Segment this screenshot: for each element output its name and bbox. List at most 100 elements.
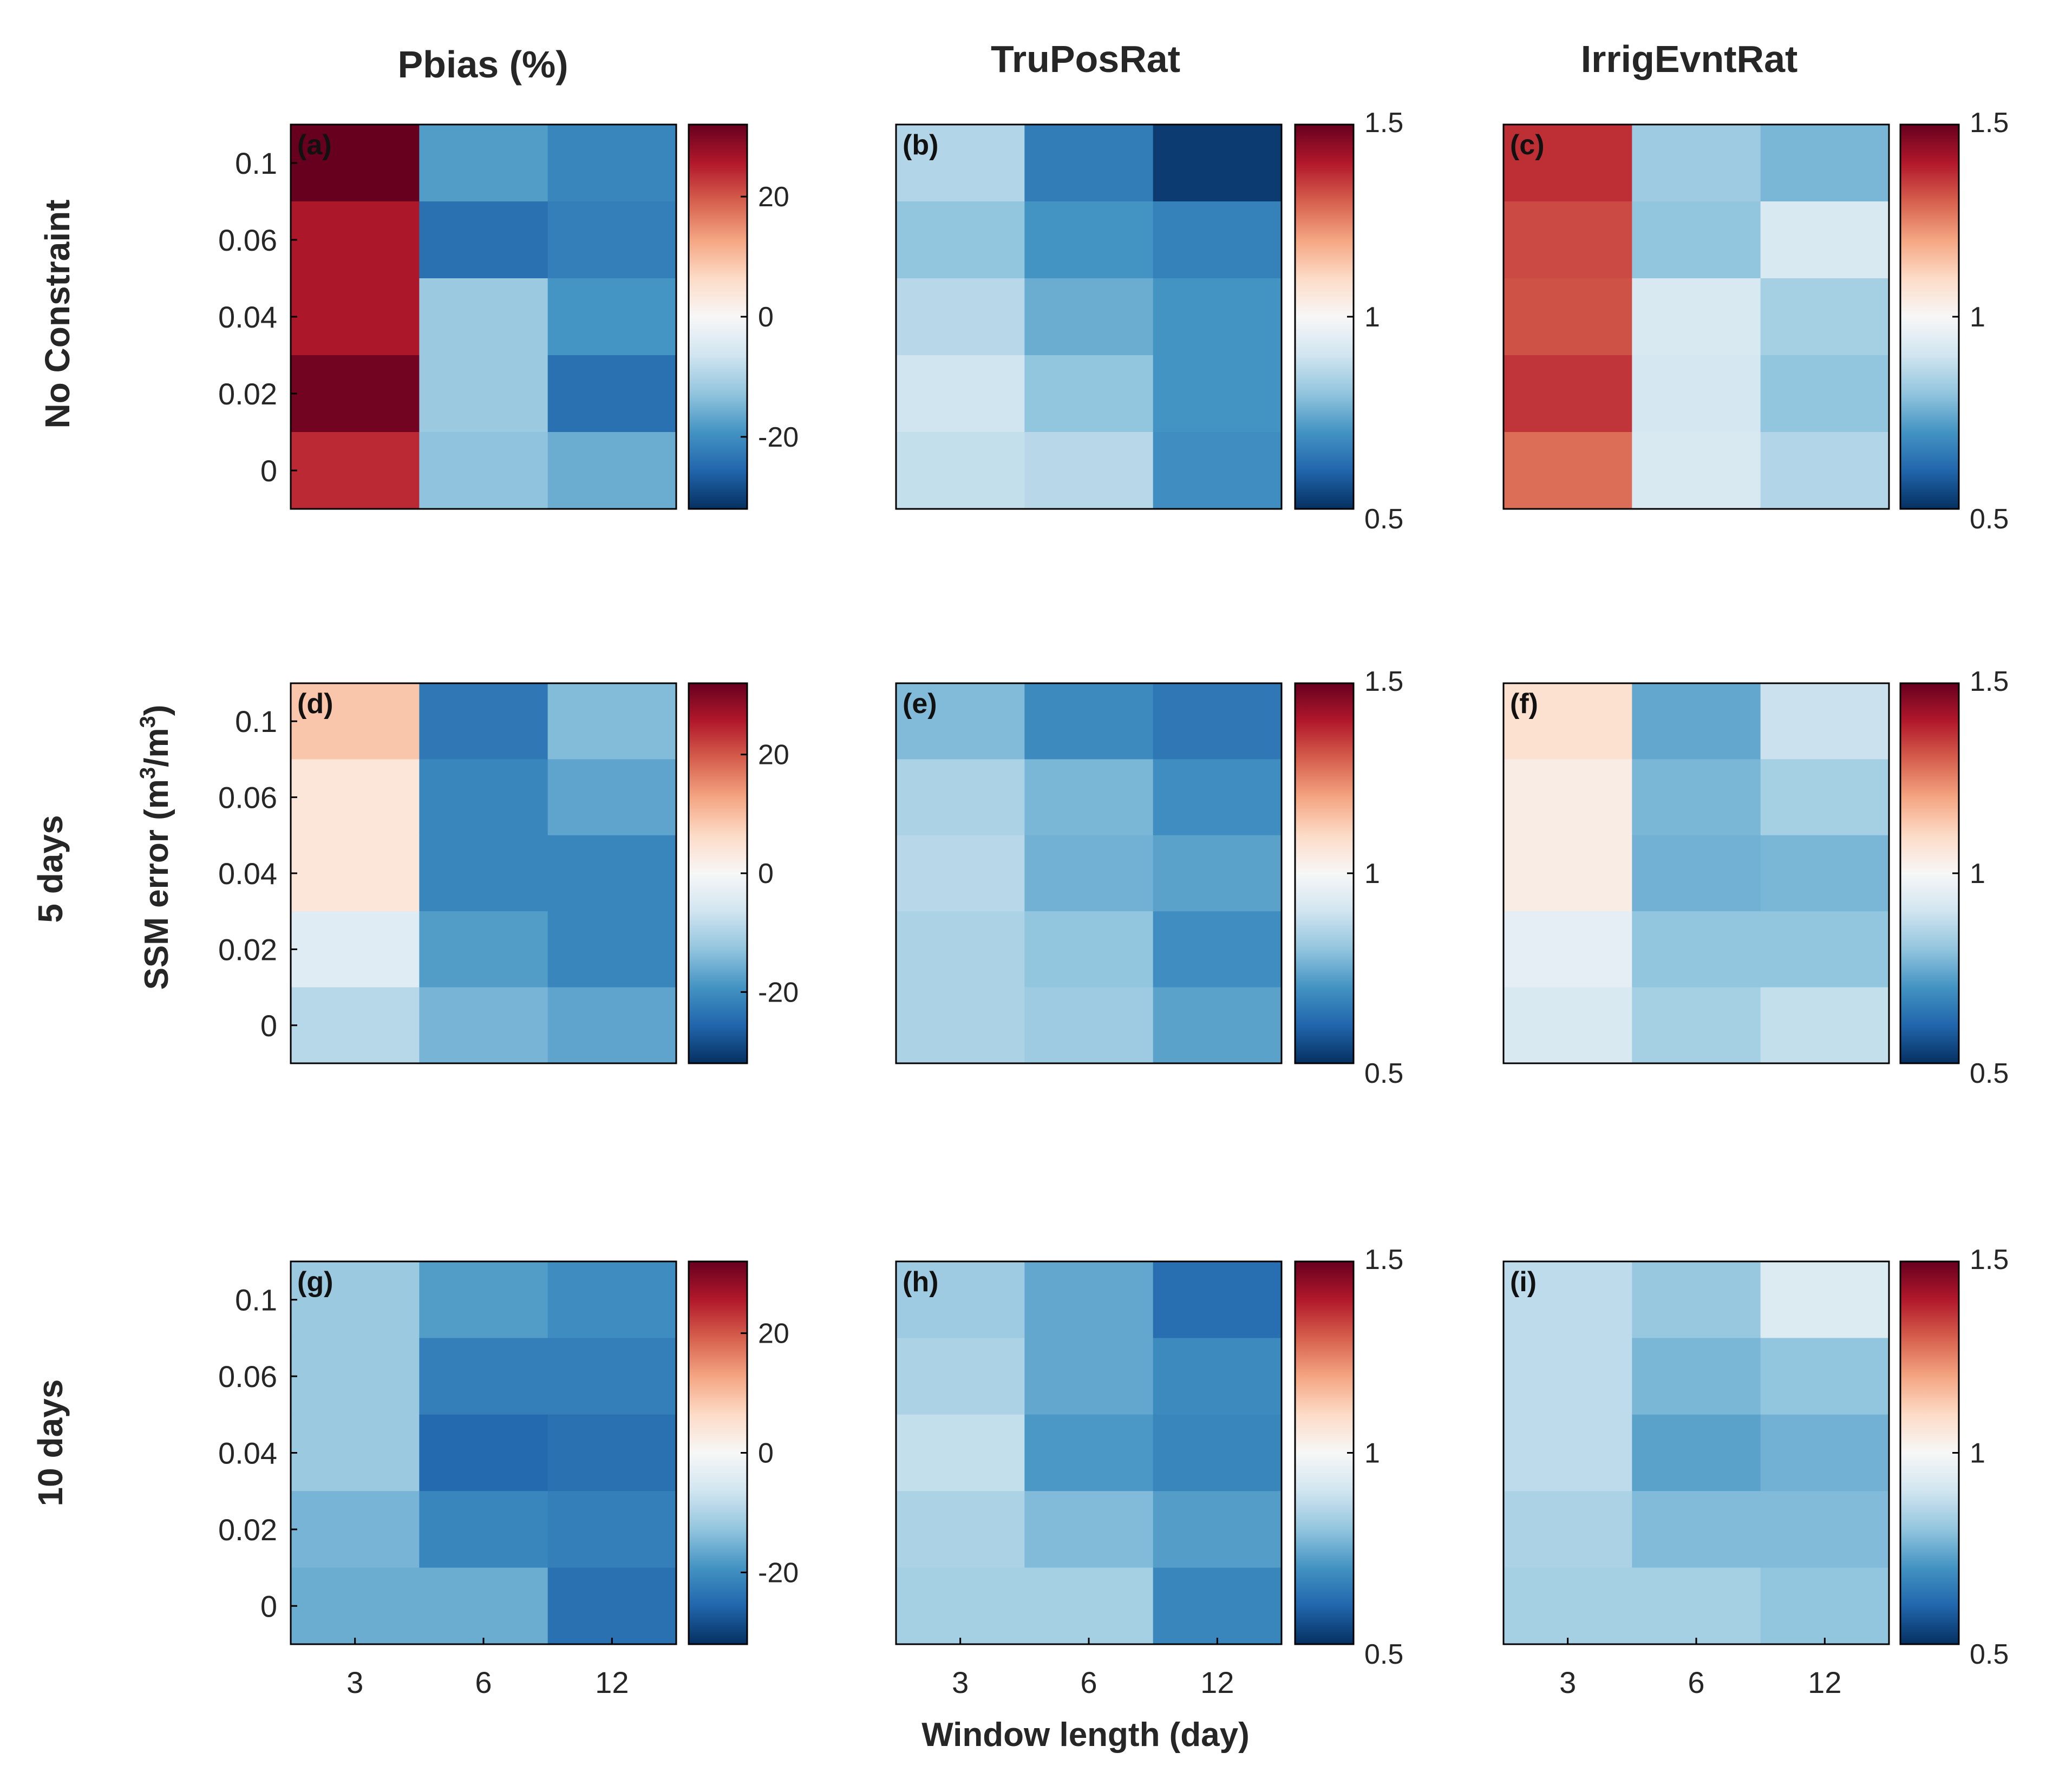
heatmap-cell <box>547 683 677 760</box>
y-tick-label: 0.1 <box>235 1283 277 1317</box>
column-title-irrigevntrat: IrrigEvntRat <box>1581 38 1798 80</box>
heatmap-cell <box>1504 1414 1632 1492</box>
colorbar: 0.5 1 1.5 <box>1294 666 1403 1089</box>
colorbar-tick-label: 0.5 <box>1364 503 1403 535</box>
x-tick-label: 6 <box>475 1665 492 1699</box>
heatmap-cell <box>1760 355 1890 433</box>
heatmap-cell <box>1024 432 1154 509</box>
x-tick-label: 6 <box>1688 1665 1704 1699</box>
heatmap-cell <box>1760 278 1890 356</box>
heatmap-cell <box>896 1567 1025 1645</box>
heatmap-cell <box>291 1491 420 1568</box>
x-tick-label: 12 <box>1200 1665 1234 1699</box>
heatmap-cell <box>1153 835 1282 912</box>
y-tick-label: 0.02 <box>218 377 277 411</box>
heatmap-cell <box>1024 1414 1154 1492</box>
column-title-truposrat: TruPosRat <box>991 38 1180 80</box>
column-title-pbias: Pbias (%) <box>397 43 568 86</box>
y-tick-label: 0 <box>260 1009 277 1043</box>
colorbar-tick-label: 20 <box>758 1318 789 1350</box>
colorbar-tick-label: 1 <box>1364 858 1380 890</box>
row-title-5-days: 5 days <box>31 815 70 923</box>
heatmap-cell <box>419 1261 548 1338</box>
heatmap-cell <box>1024 1261 1154 1338</box>
x-tick-label: 12 <box>595 1665 629 1699</box>
heatmap-cell <box>291 987 420 1064</box>
heatmap-cell <box>419 432 548 509</box>
heatmap-cell <box>1504 911 1632 988</box>
colorbar-tick-label: 1.5 <box>1970 666 2009 697</box>
heatmap-cell <box>1760 1338 1890 1415</box>
heatmap-cell <box>291 1414 420 1492</box>
heatmap-cell <box>291 911 420 988</box>
colorbar-gradient <box>1900 125 1959 509</box>
heatmap-cell <box>1632 201 1761 279</box>
heatmap-cell <box>291 759 420 836</box>
heatmap-cell <box>1760 987 1890 1064</box>
heatmap-cell <box>1632 1567 1761 1645</box>
heatmap-cell <box>1632 987 1761 1064</box>
heatmap-cell <box>547 1567 677 1645</box>
panel-label: (b) <box>903 129 938 161</box>
heatmap-cell <box>1024 759 1154 836</box>
heatmap-cell <box>1024 835 1154 912</box>
panel-f: (f) 0.5 1 1.5 <box>1502 666 2009 1089</box>
heatmap-cell <box>547 911 677 988</box>
panel-label: (h) <box>903 1266 938 1298</box>
heatmap-cell <box>1504 759 1632 836</box>
heatmap-cell <box>547 432 677 509</box>
x-tick-label: 3 <box>1559 1665 1576 1699</box>
colorbar-tick-label: 1 <box>1364 302 1380 333</box>
heatmap-cell <box>547 835 677 912</box>
x-axis-label: Window length (day) <box>921 1716 1250 1754</box>
colorbar-tick-label: 1.5 <box>1970 107 2009 139</box>
heatmap-cell <box>1632 355 1761 433</box>
heatmap-cell <box>1504 1491 1632 1568</box>
colorbar-tick-label: 20 <box>758 740 789 771</box>
panel-label: (e) <box>903 688 937 720</box>
heatmap-cell <box>1504 125 1632 202</box>
colorbar-tick-label: 1 <box>1970 302 1985 333</box>
colorbar-tick-label: 20 <box>758 181 789 213</box>
panel-label: (a) <box>297 129 332 161</box>
panel-label: (d) <box>297 688 333 720</box>
heatmap-cell <box>291 1567 420 1645</box>
colorbar-tick-label: -20 <box>758 1557 799 1588</box>
heatmap-cell <box>1760 1567 1890 1645</box>
heatmap-cell <box>1504 1567 1632 1645</box>
heatmap-cell <box>1760 911 1890 988</box>
heatmap-cell <box>291 125 420 202</box>
colorbar-tick-label: 1 <box>1364 1438 1380 1469</box>
heatmap-cell <box>1760 1414 1890 1492</box>
colorbar-tick-label: 0 <box>758 1438 774 1469</box>
panel-label: (f) <box>1510 688 1538 720</box>
heatmap-cell <box>1504 432 1632 509</box>
heatmap-cell <box>291 683 420 760</box>
colorbar: 0.5 1 1.5 <box>1294 1244 1403 1670</box>
heatmap-cell <box>1504 1338 1632 1415</box>
colorbar-tick-label: 0.5 <box>1364 1639 1403 1670</box>
heatmap-cell <box>547 759 677 836</box>
heatmap-cell <box>896 683 1025 760</box>
heatmap-cell <box>419 835 548 912</box>
heatmap-cell <box>1024 1567 1154 1645</box>
y-tick-label: 0.06 <box>218 781 277 815</box>
heatmap-cell <box>419 683 548 760</box>
heatmap-cell <box>896 278 1025 356</box>
heatmap-cell <box>547 201 677 279</box>
heatmap-cell <box>1632 835 1761 912</box>
heatmap-cell <box>896 125 1025 202</box>
y-tick-label: 0.04 <box>218 856 277 891</box>
panel-a: (a) 0.1 0.06 0.04 0.02 0 -20 0 20 <box>218 123 799 510</box>
heatmap-cell <box>1632 1261 1761 1338</box>
heatmap-cell <box>291 835 420 912</box>
heatmap-cell <box>547 1491 677 1568</box>
heatmap-cell <box>1153 432 1282 509</box>
colorbar-tick-label: -20 <box>758 977 799 1008</box>
heatmap-cell <box>1760 432 1890 509</box>
heatmap-cell <box>1153 125 1282 202</box>
colorbar: -20 0 20 <box>688 1260 799 1645</box>
panel-i: (i) 3 6 12 0.5 1 1.5 <box>1502 1244 2009 1699</box>
heatmap-cell <box>1504 683 1632 760</box>
heatmap-cell <box>1024 1491 1154 1568</box>
